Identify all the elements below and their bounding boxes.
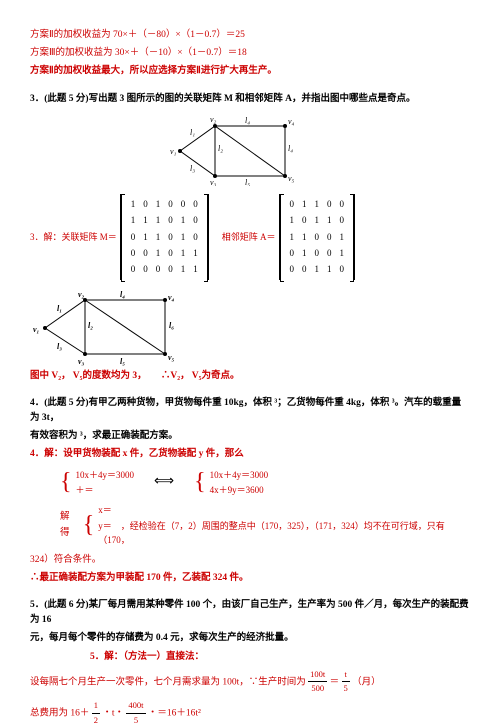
- matrix-a: 01100 10110 11001 01001 00110: [279, 194, 356, 280]
- svg-text:v₃: v₃: [78, 357, 85, 366]
- q5-ans: 5．解：（方法一）直接法：: [90, 650, 470, 665]
- svg-text:v₃: v₃: [210, 178, 217, 186]
- svg-text:l₄: l₄: [120, 290, 125, 299]
- q5-title2: 元，每月每个零件的存储费为 0.4 元，求每次生产的经济批量。: [30, 631, 470, 646]
- svg-text:l₅: l₅: [120, 357, 125, 366]
- q4-final: ∴最正确装配方案为甲装配 170 件，乙装配 324 件。: [30, 571, 470, 586]
- q5-title: 5．(此题 6 分)某厂每月需用某种零件 100 个，由该厂自己生产，生产率为 …: [30, 598, 470, 628]
- q4-title2: 有效容积为 ³，求最正确装配方案。: [30, 429, 470, 444]
- q3-graph1: v₁ v₂ v₄ v₅ v₃ l₁ l₂ l₃ l₄ l₄ l₅: [160, 111, 340, 186]
- q3-conclusion: 图中 V₂， V₅的度数均为 3， ∴V₂， V₅为奇点。: [30, 369, 470, 384]
- arrow-icon: ⟺: [154, 471, 174, 493]
- svg-text:v₄: v₄: [288, 117, 295, 126]
- q3-m-label: 3．解：关联矩阵 M＝: [30, 230, 117, 244]
- svg-text:v₂: v₂: [210, 115, 217, 124]
- q4-title: 4．(此题 5 分)有甲乙两种货物，甲货物每件重 10kg，体积 ³；乙货物每件…: [30, 396, 470, 426]
- q5-line2: 总费用为 16＋ 12 ・t・ 400t5 ・＝16＋16t²: [30, 699, 470, 727]
- svg-text:v₄: v₄: [168, 293, 175, 302]
- svg-text:v₂: v₂: [78, 290, 85, 299]
- q4-system: { 10x＋4y＝3000 ＋＝ ⟺ { 10x＋4y＝3000 4x＋9y＝3…: [60, 467, 470, 499]
- intro-line1: 方案Ⅱ的加权收益为 70×＋（－80）×（1－0.7）＝25: [30, 28, 470, 43]
- svg-text:l₃: l₃: [57, 342, 62, 351]
- svg-text:v₁: v₁: [170, 147, 177, 156]
- svg-text:l₂: l₂: [218, 144, 223, 153]
- svg-text:l₄: l₄: [288, 144, 293, 153]
- q3-title: 3．(此题 5 分)写出题 3 图所示的图的关联矩阵 M 和相邻矩阵 A，并指出…: [30, 92, 470, 107]
- q3-a-label: 相邻矩阵 A＝: [222, 230, 276, 244]
- intro-line3: 方案Ⅱ的加权收益最大，所以应选择方案Ⅱ进行扩大再生产。: [30, 64, 470, 79]
- svg-text:l₅: l₅: [245, 178, 250, 186]
- svg-text:v₁: v₁: [33, 325, 39, 334]
- q5-line1: 设每隔七个月生产一次零件，七个月需求量为 100t，∵生产时间为 100t500…: [30, 668, 470, 696]
- matrix-m: 101000 111010 011010 001011 000011: [120, 194, 209, 280]
- svg-text:l₄: l₄: [245, 116, 250, 125]
- svg-text:l₁: l₁: [57, 304, 62, 313]
- svg-text:l₁: l₁: [190, 128, 195, 137]
- svg-text:l₃: l₃: [190, 164, 195, 173]
- q4-yend: 324）符合条件。: [30, 553, 470, 568]
- q3-graph2: v₁ v₂ v₄ v₅ v₃ l₁ l₂ l₃ l₄ l₅ l₆: [30, 288, 220, 366]
- svg-text:v₅: v₅: [288, 174, 295, 183]
- intro-line2: 方案Ⅲ的加权收益为 30×＋（－10）×（1－0.7）＝18: [30, 46, 470, 61]
- q4-solve: 解得 { x＝ y＝ ，经检验在（7，2）周围的整点中（170，325），（17…: [60, 502, 470, 548]
- q4-line1: 4．解：设甲货物装配 x 件，乙货物装配 y 件，那么: [30, 447, 470, 462]
- svg-text:v₅: v₅: [168, 353, 175, 362]
- svg-text:l₂: l₂: [88, 321, 93, 330]
- q3-matrix-row: 3．解：关联矩阵 M＝ 101000 111010 011010 001011 …: [30, 194, 470, 280]
- svg-text:l₆: l₆: [169, 321, 174, 330]
